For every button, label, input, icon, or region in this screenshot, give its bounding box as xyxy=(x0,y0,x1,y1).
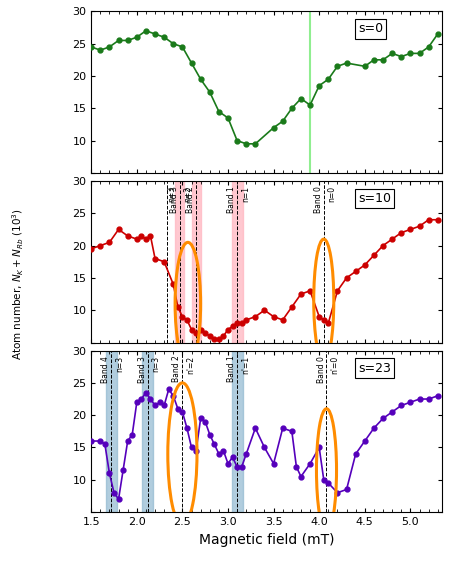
Text: n=0: n=0 xyxy=(327,186,336,202)
Text: s=10: s=10 xyxy=(357,192,390,205)
Text: n=3: n=3 xyxy=(167,186,176,202)
Text: Atom number, $N_K + N_{Rb}$ $(10^3)$: Atom number, $N_K + N_{Rb}$ $(10^3)$ xyxy=(10,208,26,361)
Text: s=0: s=0 xyxy=(357,22,382,35)
Text: n=2: n=2 xyxy=(183,186,192,202)
Bar xyxy=(231,181,242,343)
Text: n'=0: n'=0 xyxy=(329,356,339,374)
Text: Band 4: Band 4 xyxy=(101,356,110,382)
Text: Band 3: Band 3 xyxy=(137,356,147,382)
Text: Band 1: Band 1 xyxy=(227,356,236,382)
Text: Band 2: Band 2 xyxy=(186,186,195,213)
Bar xyxy=(106,351,116,512)
Bar xyxy=(175,181,184,343)
Bar xyxy=(231,351,242,512)
Text: n=3: n=3 xyxy=(151,356,160,372)
Text: n'=2: n'=2 xyxy=(186,356,195,374)
X-axis label: Magnetic field (mT): Magnetic field (mT) xyxy=(198,533,334,546)
Text: Band 0: Band 0 xyxy=(316,356,325,382)
Text: n=1: n=1 xyxy=(240,186,249,202)
Text: Band 3: Band 3 xyxy=(169,186,178,213)
Text: Band 0: Band 0 xyxy=(313,186,322,213)
Text: Band 1: Band 1 xyxy=(227,186,236,213)
Bar xyxy=(191,181,200,343)
Text: n'=1: n'=1 xyxy=(240,356,249,374)
Text: s=23: s=23 xyxy=(357,361,390,374)
Text: n=3: n=3 xyxy=(115,356,124,372)
Text: Band 2: Band 2 xyxy=(172,356,181,382)
Bar xyxy=(142,351,153,512)
